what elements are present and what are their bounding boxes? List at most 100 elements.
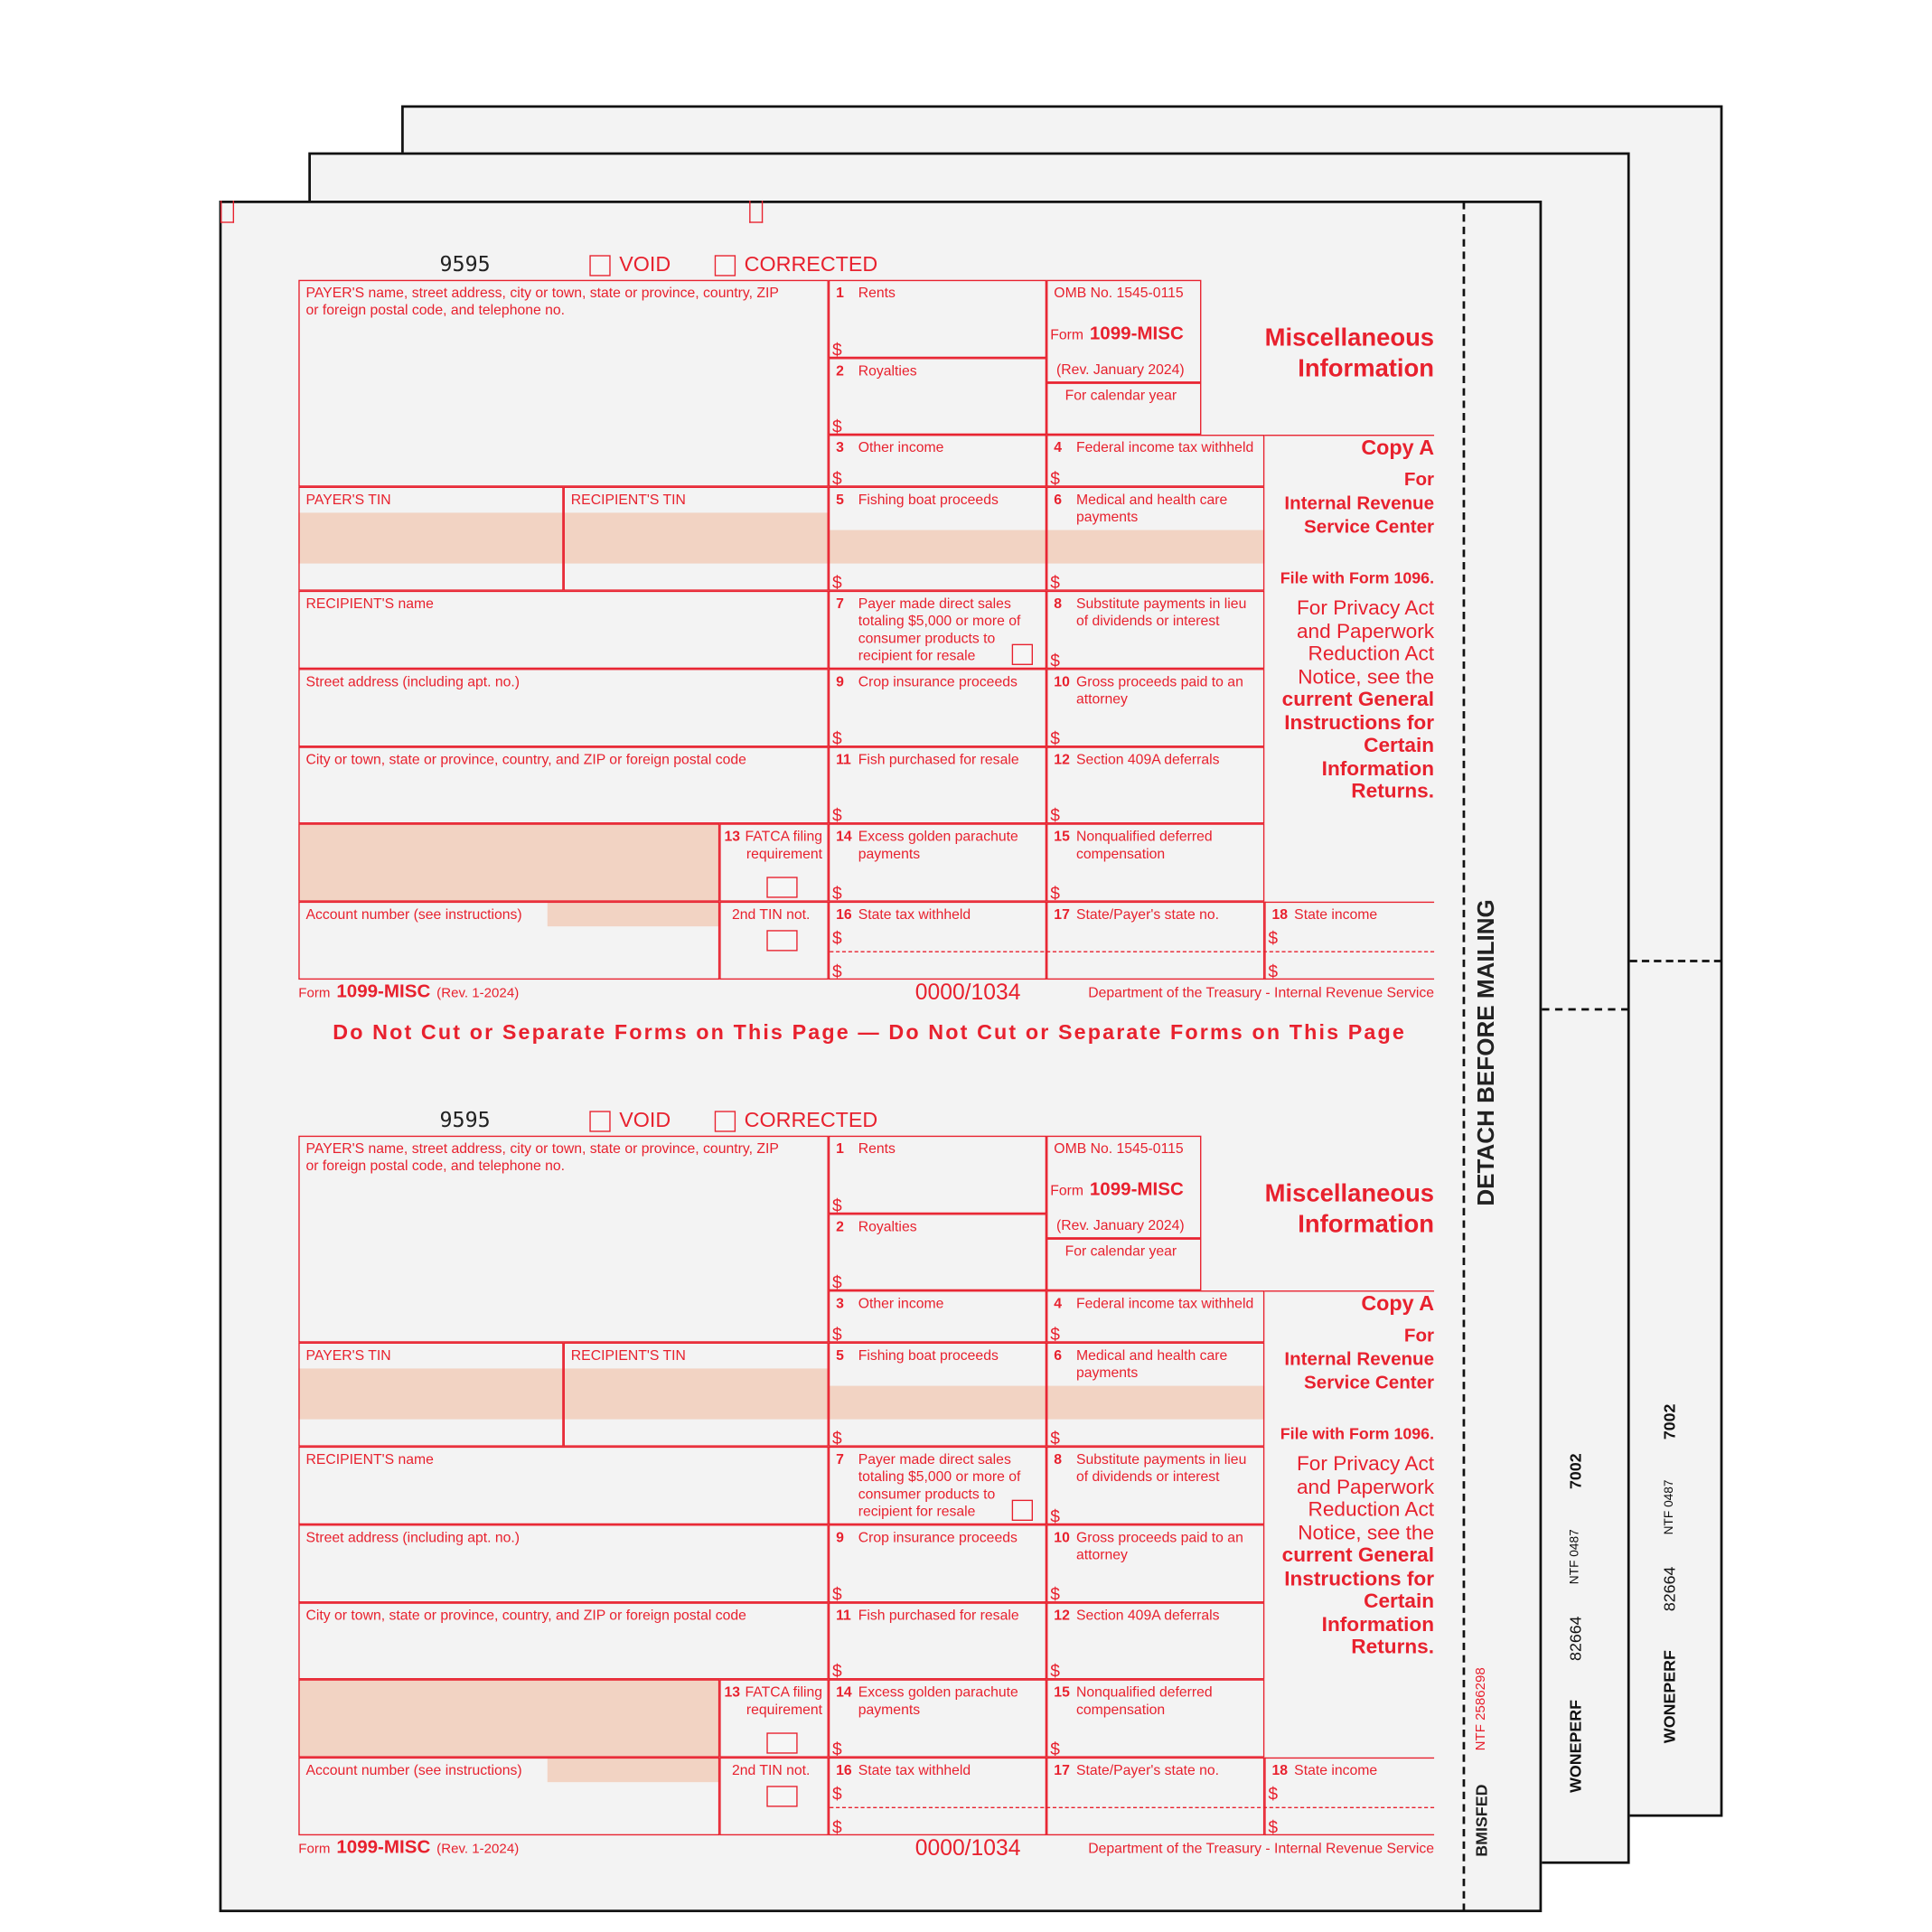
box-4-field[interactable]: 4 Federal income tax withheld $ [1046,435,1265,488]
box-label: 6 Medical and health care payments [1054,492,1227,526]
payer-field[interactable]: PAYER'S name, street address, city or to… [298,279,829,487]
tin2-field[interactable]: 2nd TIN not. [719,1757,829,1836]
acct-field[interactable]: Account number (see instructions) [298,1757,720,1836]
box-label-line: 9 Crop insurance proceeds [836,1530,1018,1547]
rname-field[interactable]: RECIPIENT'S name [298,1446,829,1525]
acct-field[interactable]: Account number (see instructions) [298,901,720,980]
box-18-field[interactable]: 18 State income $ $ [1264,901,1435,980]
box-18-field[interactable]: 18 State income $ $ [1264,1757,1435,1836]
second-tin-label: 2nd TIN not. [731,1763,811,1779]
dollar-sign: $ [1050,727,1060,748]
box-12-field[interactable]: 12 Section 409A deferrals $ [1046,746,1265,825]
tin2-field[interactable]: 2nd TIN not. [719,901,829,980]
box-2-field[interactable]: 2 Royalties $ [828,1214,1047,1291]
blank13-field [298,1679,720,1758]
privacy-notice-bold: current General [1281,1544,1435,1567]
box-11-field[interactable]: 11 Fish purchased for resale $ [828,746,1047,825]
privacy-notice: Notice, see the [1298,1522,1435,1544]
box-label-text: compensation [1075,1702,1166,1718]
box-3-field[interactable]: 3 Other income $ [828,1290,1047,1344]
box-label-line: 11 Fish purchased for resale [836,1608,1019,1625]
box-1-field[interactable]: 1 Rents $ [828,1135,1047,1215]
box-8-field[interactable]: 8 Substitute payments in lieu of dividends… [1046,1446,1265,1526]
box-14-field[interactable]: 14 Excess golden parachute payments $ [828,823,1047,903]
box-10-field[interactable]: 10 Gross proceeds paid to an attorney $ [1046,669,1265,748]
box-label-line: 12 Section 409A deferrals [1054,1608,1219,1625]
box-17-field[interactable]: 17 State/Payer's state no. [1046,1757,1265,1836]
rtin-field[interactable]: RECIPIENT'S TIN [563,1342,829,1447]
box-15-field[interactable]: 15 Nonqualified deferred compensation $ [1046,823,1265,903]
privacy-notice-bold: Instructions for [1284,1567,1435,1590]
box-14-field[interactable]: 14 Excess golden parachute payments $ [828,1679,1047,1758]
box-4-field[interactable]: 4 Federal income tax withheld $ [1046,1290,1265,1344]
box-number: 2 [836,1219,844,1235]
box-5-field[interactable]: 5 Fishing boat proceeds $ [828,1342,1047,1448]
omb-field: OMB No. 1545-0115 Form 1099-MISC (Rev. Janu… [1046,1135,1202,1239]
payer-field[interactable]: PAYER'S name, street address, city or to… [298,1135,829,1343]
fatca-blank-shade [298,823,720,902]
box-label-text: Section 409A deferrals [1075,1608,1220,1624]
privacy-notice-bold: Information [1321,1613,1435,1637]
box-7-checkbox[interactable] [1011,643,1034,665]
acct-label: Account number (see instructions) [305,907,522,924]
rtin-field[interactable]: RECIPIENT'S TIN [563,486,829,591]
dollar-sign: $ [1050,1505,1060,1526]
box-3-field[interactable]: 3 Other income $ [828,435,1047,488]
box-10-field[interactable]: 10 Gross proceeds paid to an attorney $ [1046,1524,1265,1604]
irs-label: Internal Revenue [1284,1348,1435,1370]
box-9-field[interactable]: 9 Crop insurance proceeds $ [828,669,1047,748]
box-label: 3 Other income [836,1296,943,1313]
box-6-field[interactable]: 6 Medical and health care payments $ [1046,1342,1265,1448]
box-number: 5 [836,492,844,508]
ptin-field[interactable]: PAYER'S TIN [298,1342,564,1447]
box-17-field[interactable]: 17 State/Payer's state no. [1046,901,1265,980]
box-number: 15 [1054,830,1070,845]
box-number: 17 [1054,907,1070,924]
street-field[interactable]: Street address (including apt. no.) [298,669,829,747]
box-2-field[interactable]: 2 Royalties $ [828,358,1047,436]
form-title: Information [1298,355,1435,383]
ptin-field[interactable]: PAYER'S TIN [298,486,564,591]
city-field[interactable]: City or town, state or province, country… [298,746,829,824]
box-11-field[interactable]: 11 Fish purchased for resale $ [828,1602,1047,1681]
corrected-checkbox[interactable] [714,255,736,277]
box-1-field[interactable]: 1 Rents $ [828,279,1047,359]
dollar-sign: $ [1268,1783,1279,1804]
box-16-field[interactable]: 16 State tax withheld $ $ [828,1757,1047,1836]
state-divider-dashed [830,1806,1435,1808]
street-field[interactable]: Street address (including apt. no.) [298,1524,829,1603]
box-7-field[interactable]: 7 Payer made direct sales totaling $5,000 … [828,590,1047,670]
box-13-checkbox[interactable] [766,1732,798,1754]
box-16-field[interactable]: 16 State tax withheld $ $ [828,901,1047,980]
form-footer: Form 1099-MISC (Rev. 1-2024) [298,980,519,1003]
box-label: 10 Gross proceeds paid to an attorney [1054,1530,1243,1564]
payer-label: PAYER'S name, street address, city or to… [305,1141,779,1158]
box-label-line: 16 State tax withheld [836,1762,971,1779]
box-9-field[interactable]: 9 Crop insurance proceeds $ [828,1524,1047,1604]
copy-label: Copy A [1361,1291,1435,1316]
second-tin-checkbox[interactable] [766,1786,798,1807]
box-15-field[interactable]: 15 Nonqualified deferred compensation $ [1046,1679,1265,1758]
box-13-field[interactable]: 13 FATCA filing requirement [719,823,829,902]
rtin-label: RECIPIENT'S TIN [570,1348,686,1364]
second-tin-checkbox[interactable] [766,930,798,952]
corrected-checkbox[interactable] [714,1111,736,1132]
box-label-line: 14 Excess golden parachute [836,829,1018,846]
box-6-field[interactable]: 6 Medical and health care payments $ [1046,486,1265,592]
box-7-checkbox[interactable] [1011,1499,1034,1521]
box-number: 18 [1271,907,1289,924]
box-13-field[interactable]: 13 FATCA filing requirement [719,1679,829,1758]
box-13-checkbox[interactable] [766,877,798,898]
void-checkbox[interactable] [589,1111,611,1132]
rname-field[interactable]: RECIPIENT'S name [298,590,829,670]
box-number: 3 [836,1296,844,1312]
box-8-field[interactable]: 8 Substitute payments in lieu of dividends… [1046,590,1265,670]
box-label-text: Crop insurance proceeds [858,1530,1018,1546]
box-5-field[interactable]: 5 Fishing boat proceeds $ [828,486,1047,592]
city-field[interactable]: City or town, state or province, country… [298,1602,829,1680]
void-checkbox[interactable] [589,255,611,277]
box-label-text: consumer products to [858,631,996,647]
box-12-field[interactable]: 12 Section 409A deferrals $ [1046,1602,1265,1681]
box-label: 11 Fish purchased for resale [836,1608,1019,1625]
box-7-field[interactable]: 7 Payer made direct sales totaling $5,000 … [828,1446,1047,1525]
